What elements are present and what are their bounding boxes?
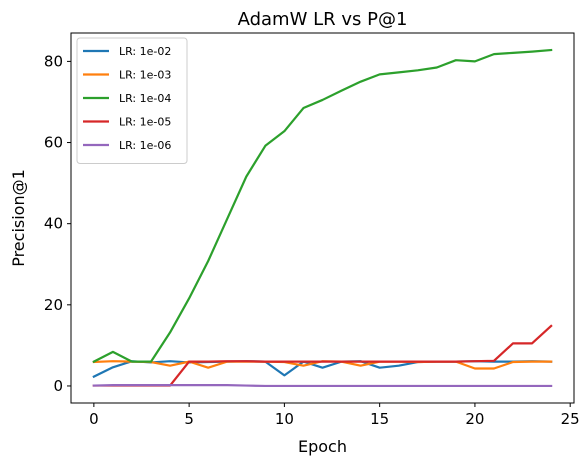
y-tick-label: 60 [44,134,63,152]
series-line-3 [92,48,553,364]
series-line-5 [92,384,553,388]
x-axis-ticks: 0 5 10 15 20 25 [89,403,580,428]
x-tick-label: 5 [184,410,194,428]
legend-box [76,37,188,164]
y-axis-label: Precision@1 [9,169,28,267]
x-tick-label: 0 [89,410,99,428]
legend-label-1: LR: 1e-02 [119,45,171,58]
legend-label-5: LR: 1e-06 [119,139,171,152]
legend-label-4: LR: 1e-05 [119,116,171,129]
y-tick-label: 40 [44,215,63,233]
y-tick-label: 80 [44,52,63,70]
y-axis-ticks: 0 20 40 60 80 [44,52,71,395]
legend-label-3: LR: 1e-04 [119,92,171,105]
y-tick-label: 20 [44,296,63,314]
legend-label-2: LR: 1e-03 [119,69,171,82]
y-tick-label: 0 [53,377,63,395]
series-lines [92,48,553,388]
x-axis-label: Epoch [298,437,347,456]
x-tick-label: 10 [275,410,294,428]
x-tick-label: 20 [465,410,484,428]
x-tick-label: 25 [561,410,580,428]
chart-title: AdamW LR vs P@1 [238,9,408,30]
x-tick-label: 15 [370,410,389,428]
legend: LR: 1e-02 LR: 1e-03 LR: 1e-04 LR: 1e-05 LR: … [76,37,188,164]
